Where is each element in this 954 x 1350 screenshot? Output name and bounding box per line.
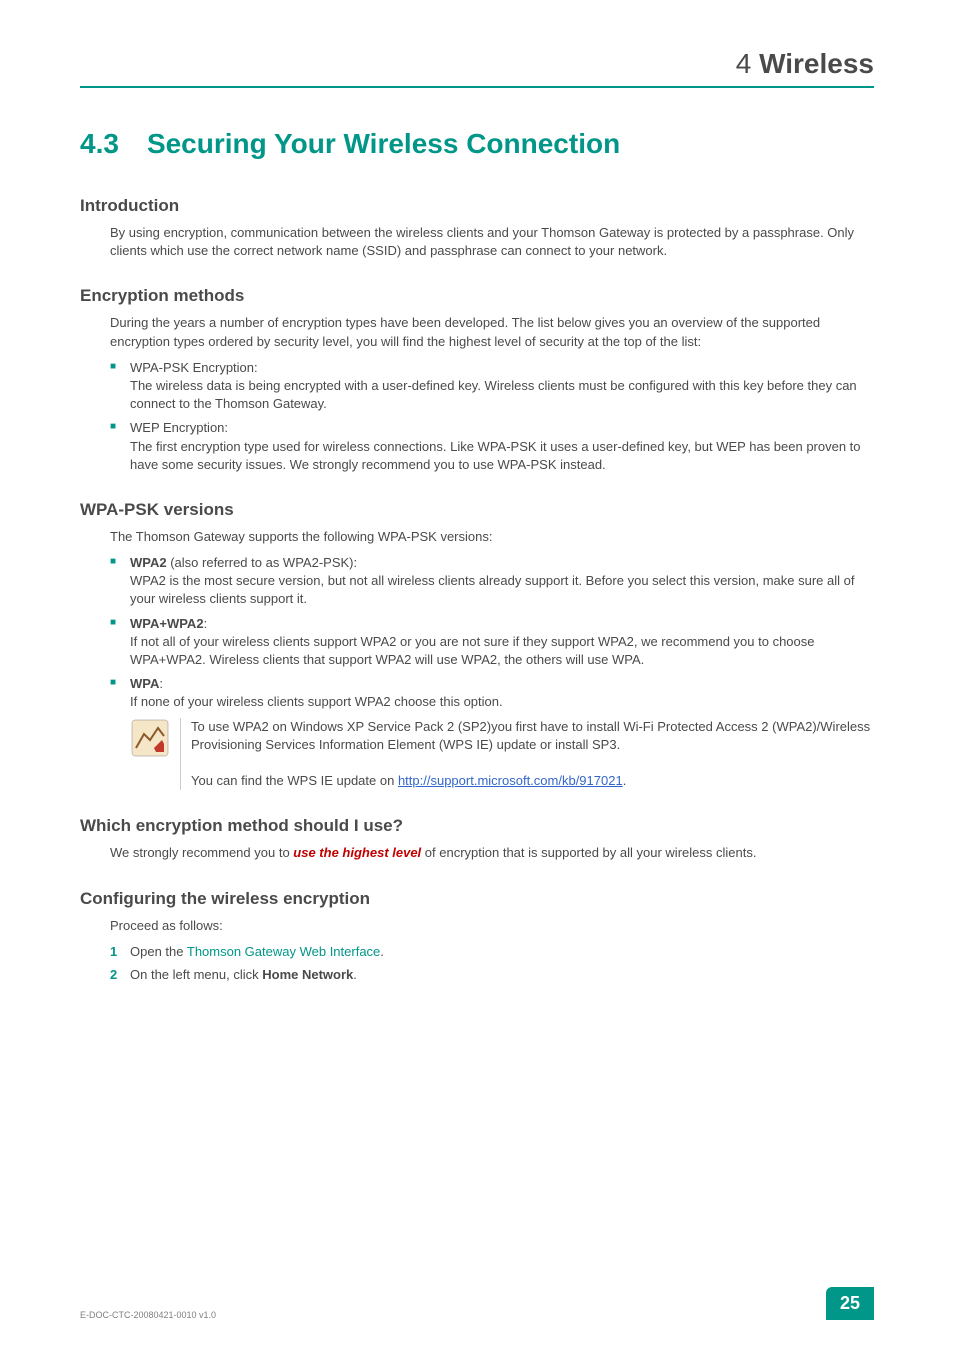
wpa-intro: The Thomson Gateway supports the followi… [110,528,874,546]
item-title-bold: WPA+WPA2 [130,616,204,631]
item-body: The first encryption type used for wirel… [130,439,861,472]
which-italic: use the highest level [293,845,421,860]
heading-wpa-psk: WPA-PSK versions [80,500,874,520]
document-page: 4 Wireless 4.3 Securing Your Wireless Con… [0,0,954,1350]
which-post: of encryption that is supported by all y… [421,845,756,860]
list-item: WPA2 (also referred to as WPA2-PSK): WPA… [110,554,874,609]
step-post: . [353,967,357,982]
step-item: 1 Open the Thomson Gateway Web Interface… [110,943,874,961]
wpa-list: WPA2 (also referred to as WPA2-PSK): WPA… [110,554,874,712]
item-title: WEP Encryption: [130,420,228,435]
note-text: To use WPA2 on Windows XP Service Pack 2… [180,718,874,791]
note-line2-pre: You can find the WPS IE update on [191,773,398,788]
item-body: The wireless data is being encrypted wit… [130,378,857,411]
step-item: 2 On the left menu, click Home Network. [110,966,874,984]
note-box: To use WPA2 on Windows XP Service Pack 2… [130,718,874,791]
which-pre: We strongly recommend you to [110,845,293,860]
which-method-text: We strongly recommend you to use the hig… [110,844,874,862]
list-item: WEP Encryption: The first encryption typ… [110,419,874,474]
list-item: WPA+WPA2: If not all of your wireless cl… [110,615,874,670]
config-intro: Proceed as follows: [110,917,874,935]
encryption-intro: During the years a number of encryption … [110,314,874,350]
step-pre: On the left menu, click [130,967,262,982]
intro-text: By using encryption, communication betwe… [110,224,874,260]
step-post: . [380,944,384,959]
note-line1: To use WPA2 on Windows XP Service Pack 2… [191,719,870,752]
encryption-list: WPA-PSK Encryption: The wireless data is… [110,359,874,474]
gateway-web-link[interactable]: Thomson Gateway Web Interface [187,944,380,959]
heading-configuring: Configuring the wireless encryption [80,889,874,909]
list-item: WPA: If none of your wireless clients su… [110,675,874,711]
section-title: Securing Your Wireless Connection [147,128,620,159]
header: 4 Wireless [80,48,874,88]
note-icon [130,718,170,758]
footer-doc-id: E-DOC-CTC-20080421-0010 v1.0 [80,1310,216,1320]
step-num: 2 [110,966,117,984]
chapter-number: 4 [736,48,752,79]
item-title-rest: : [204,616,208,631]
item-title: WPA-PSK Encryption: [130,360,258,375]
item-title-bold: WPA [130,676,159,691]
heading-introduction: Introduction [80,196,874,216]
section-number: 4.3 [80,128,119,160]
item-body: WPA2 is the most secure version, but not… [130,573,854,606]
chapter-heading: 4.3 Securing Your Wireless Connection [80,128,874,160]
footer-page-number: 25 [826,1287,874,1320]
item-title-rest: (also referred to as WPA2-PSK): [167,555,358,570]
item-title-bold: WPA2 [130,555,167,570]
item-body: If none of your wireless clients support… [130,694,503,709]
heading-encryption-methods: Encryption methods [80,286,874,306]
chapter-text: Wireless [759,48,874,79]
item-title-rest: : [159,676,163,691]
footer: E-DOC-CTC-20080421-0010 v1.0 25 [80,1287,874,1320]
step-bold: Home Network [262,967,353,982]
ms-support-link[interactable]: http://support.microsoft.com/kb/917021 [398,773,623,788]
heading-which-method: Which encryption method should I use? [80,816,874,836]
header-title: 4 Wireless [80,48,874,86]
step-num: 1 [110,943,117,961]
item-body: If not all of your wireless clients supp… [130,634,815,667]
step-pre: Open the [130,944,187,959]
config-steps: 1 Open the Thomson Gateway Web Interface… [110,943,874,984]
note-line2-post: . [623,773,627,788]
list-item: WPA-PSK Encryption: The wireless data is… [110,359,874,414]
